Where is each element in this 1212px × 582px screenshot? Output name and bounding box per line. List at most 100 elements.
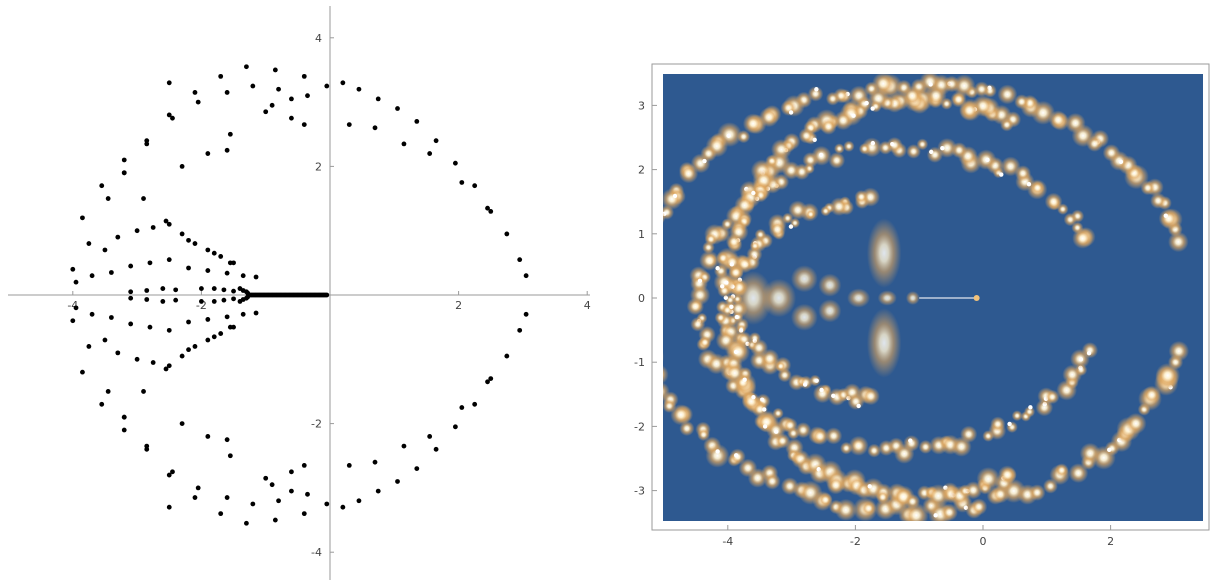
density-peak — [1028, 484, 1046, 501]
density-peak — [734, 195, 755, 216]
scatter-point — [73, 305, 79, 311]
density-peak — [856, 403, 861, 409]
density-peak — [715, 449, 720, 454]
scatter-point — [192, 241, 198, 246]
density-peak — [1014, 94, 1030, 110]
density-peak — [1063, 212, 1078, 227]
density-peak — [734, 374, 752, 391]
scatter-point — [227, 131, 233, 137]
scatter-point — [301, 122, 307, 128]
scatter-point — [134, 228, 140, 234]
scatter-point — [211, 286, 217, 291]
density-peak — [697, 278, 703, 283]
scatter-point — [166, 221, 172, 227]
x-tick-label: 2 — [455, 299, 462, 312]
density-peak — [805, 209, 816, 220]
density-peak — [829, 197, 849, 216]
heatmap-ticks: -4 -2 0 2 -3 -2 -1 0 1 2 3 — [634, 99, 1114, 548]
density-peak — [1007, 421, 1012, 427]
density-peak — [959, 100, 980, 121]
scatter-point — [166, 257, 172, 263]
scatter-point — [70, 266, 76, 272]
density-peak — [929, 149, 934, 155]
scatter-point — [86, 241, 92, 246]
scatter-point — [147, 260, 153, 266]
y-tick-label: 3 — [638, 99, 645, 112]
density-peak — [1011, 410, 1023, 422]
density-peak — [997, 84, 1018, 105]
scatter-point — [166, 472, 172, 478]
scatter-point — [105, 196, 111, 201]
density-peak — [985, 157, 990, 163]
scatter-point — [128, 289, 134, 295]
density-peak — [820, 205, 831, 217]
scatter-point — [227, 324, 233, 330]
scatter-point — [134, 356, 140, 362]
scatter-points — [70, 64, 529, 526]
scatter-point — [375, 96, 381, 102]
density-peak — [854, 189, 869, 204]
density-peak — [834, 143, 845, 154]
scatter-point — [205, 317, 211, 322]
scatter-point — [452, 160, 458, 166]
scatter-point — [356, 498, 362, 504]
scatter-point — [163, 366, 169, 372]
scatter-point — [472, 401, 478, 407]
density-peak — [861, 500, 877, 516]
scatter-point — [224, 437, 230, 443]
scatter-point — [73, 279, 79, 285]
density-peak — [825, 427, 843, 445]
scatter-point — [121, 157, 127, 163]
scatter-point — [523, 311, 529, 317]
density-peak — [918, 439, 933, 454]
density-peak — [908, 438, 913, 443]
density-peak — [702, 241, 715, 254]
scatter-point — [144, 446, 150, 452]
scatter-point — [205, 151, 211, 156]
density-peak — [670, 404, 692, 426]
scatter-point — [205, 434, 211, 439]
scatter-point — [395, 106, 400, 111]
density-peak — [630, 264, 649, 283]
density-peak — [633, 337, 647, 351]
scatter-point — [221, 287, 227, 293]
density-peak — [848, 435, 869, 456]
scatter-point — [166, 80, 172, 86]
x-tick-label: -2 — [196, 299, 207, 312]
density-peak — [933, 513, 938, 518]
density-peak — [1081, 342, 1099, 359]
scatter-point — [80, 369, 85, 375]
scatter-point — [324, 501, 330, 507]
scatter-point — [105, 389, 111, 394]
heatmap-chart: -4 -2 0 2 -3 -2 -1 0 1 2 3 — [630, 63, 1210, 548]
density-peak — [926, 146, 944, 163]
scatter-point — [340, 504, 346, 510]
y-tick-label: 2 — [638, 164, 645, 177]
scatter-point — [269, 102, 275, 108]
density-peak — [702, 158, 707, 164]
density-peak — [763, 473, 781, 490]
density-peak — [647, 368, 651, 372]
density-peak — [715, 266, 720, 271]
scatter-point — [427, 151, 433, 156]
density-peak — [1054, 463, 1069, 478]
scatter-point — [240, 273, 246, 279]
density-peak — [751, 190, 756, 196]
scatter-point — [144, 138, 150, 144]
density-cluster — [790, 303, 818, 331]
density-peak — [720, 284, 725, 289]
density-peak — [678, 164, 699, 184]
scatter-point — [472, 183, 478, 189]
density-peak — [990, 416, 1006, 432]
scatter-point — [427, 434, 433, 439]
density-peak — [1125, 412, 1147, 435]
scatter-point — [253, 274, 259, 280]
scatter-point — [121, 427, 127, 433]
scatter-point — [99, 183, 105, 189]
scatter-point — [179, 353, 185, 359]
scatter-point — [108, 315, 114, 320]
scatter-point — [289, 96, 294, 102]
scatter-point — [115, 234, 121, 240]
scatter-point — [433, 446, 439, 452]
density-cluster — [866, 308, 902, 378]
